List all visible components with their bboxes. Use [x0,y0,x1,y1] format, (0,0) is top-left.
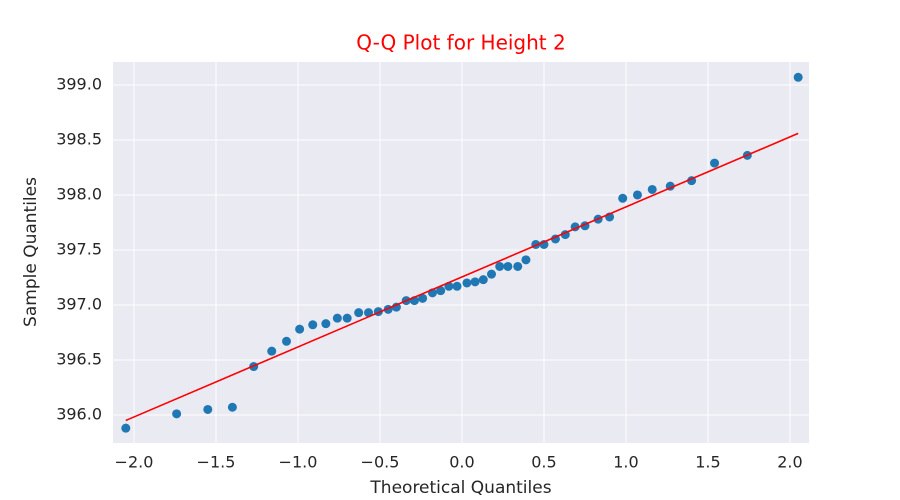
data-point [121,423,131,433]
y-tick-label: 397.0 [56,294,102,313]
data-point [172,409,182,419]
data-point [321,319,331,329]
y-tick-label: 396.0 [56,404,102,423]
data-point [342,313,352,323]
y-axis-label: Sample Quantiles [21,177,41,327]
data-point [452,281,462,291]
data-point [203,404,213,414]
chart-title: Q-Q Plot for Height 2 [356,31,565,55]
y-tick-label: 399.0 [56,74,102,93]
x-tick-label: −1.0 [279,453,318,472]
data-point [710,158,720,168]
x-axis-label: Theoretical Quantiles [369,478,551,498]
data-point [332,313,342,323]
data-point [308,320,318,330]
y-tick-label: 398.0 [56,184,102,203]
data-point [495,261,505,271]
data-point [391,302,401,312]
data-point [295,324,305,334]
data-point [470,277,480,287]
x-tick-label: −1.5 [197,453,236,472]
data-point [478,275,488,285]
y-tick-label: 396.5 [56,349,102,368]
reference-line [125,132,799,422]
data-point [487,269,497,279]
data-point [647,184,657,194]
data-point [267,346,277,356]
x-tick-label: −2.0 [115,453,154,472]
x-tick-label: −0.5 [361,453,400,472]
data-point [418,293,428,303]
data-point [513,261,523,271]
data-point [354,308,364,318]
data-point [282,336,292,346]
y-tick-label: 398.5 [56,129,102,148]
x-tick-label: 0.0 [449,453,474,472]
x-tick-label: 0.5 [531,453,556,472]
data-point [793,72,803,82]
data-point [364,308,374,318]
x-tick-label: 1.0 [613,453,638,472]
data-point [618,193,628,203]
data-point [436,286,446,296]
x-tick-label: 2.0 [777,453,802,472]
plot-area [113,62,809,443]
data-point [521,255,531,265]
data-point [227,402,237,412]
data-point [503,261,513,271]
data-point [632,190,642,200]
y-tick-label: 397.5 [56,239,102,258]
x-tick-label: 1.5 [695,453,720,472]
data-point [462,278,472,288]
